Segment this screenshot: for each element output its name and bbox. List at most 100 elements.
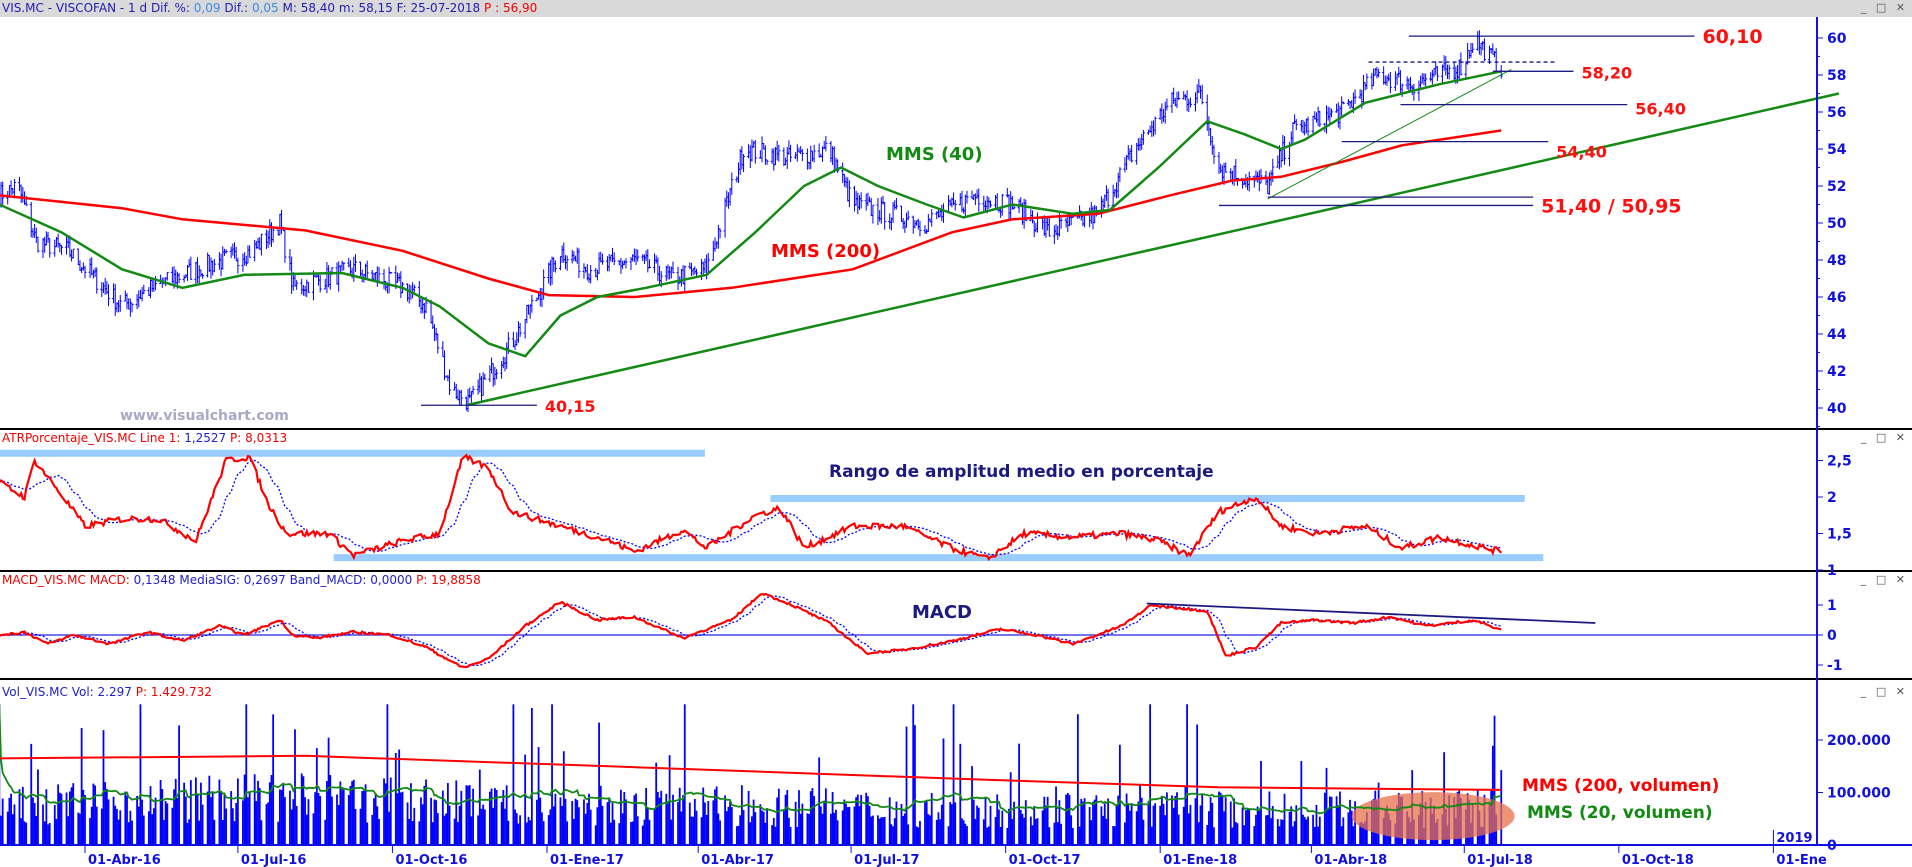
- window-buttons-macd[interactable]: _ □ ✕: [1860, 573, 1908, 586]
- volume-bar: [1162, 803, 1165, 845]
- ohlc-bar: [883, 201, 887, 230]
- volume-bar: [878, 818, 881, 845]
- ohlc-bar: [1230, 170, 1234, 185]
- ohlc-bar: [1372, 68, 1376, 87]
- ohlc-bar: [112, 283, 116, 304]
- ohlc-bar: [1419, 75, 1423, 89]
- ohlc-bar: [1257, 170, 1261, 192]
- vol-mms20-label: MMS (20, volumen): [1527, 803, 1713, 823]
- volume-bar: [1184, 785, 1187, 845]
- macd-label: MACD:: [89, 573, 130, 587]
- volume-bar: [1303, 816, 1306, 845]
- volume-bar: [267, 802, 270, 845]
- volume-bar: [692, 816, 695, 845]
- volume-bar: [230, 791, 233, 845]
- ohlc-bar: [1091, 206, 1095, 230]
- ohlc-bar: [1115, 182, 1119, 199]
- volume-bar: [131, 820, 133, 845]
- ohlc-bar: [1336, 102, 1340, 128]
- volume-bar: [55, 818, 58, 845]
- volume-bar: [1124, 822, 1126, 845]
- window-buttons-main[interactable]: _ □ ✕: [1860, 1, 1908, 14]
- ohlc-bar: [399, 271, 403, 299]
- ohlc-bar: [1279, 148, 1283, 168]
- volume-bar: [1362, 824, 1365, 845]
- volume-bar: [680, 811, 683, 845]
- volume-bar: [399, 792, 402, 845]
- ohlc-bar: [647, 259, 651, 269]
- volume-bar: [643, 819, 646, 845]
- ohlc-bar: [300, 278, 304, 295]
- volume-bar: [601, 805, 604, 845]
- ohlc-bar: [1210, 136, 1214, 155]
- ohlc-bar: [479, 376, 483, 403]
- window-buttons-atr[interactable]: _ □ ✕: [1860, 431, 1908, 444]
- volume-bar: [1065, 794, 1068, 845]
- window-buttons-vol[interactable]: _ □ ✕: [1860, 685, 1908, 698]
- atr-line: [0, 453, 1503, 562]
- volume-bar: [1241, 807, 1244, 845]
- ohlc-bar: [11, 187, 15, 195]
- volume-bar: [796, 827, 799, 845]
- ohlc-bar: [1293, 114, 1297, 124]
- ohlc-bar: [624, 258, 628, 269]
- volume-bar: [772, 817, 775, 845]
- volume-bar: [942, 738, 945, 845]
- macd-name: MACD_VIS.MC: [2, 573, 86, 587]
- ohlc-bar: [1083, 214, 1087, 228]
- ohlc-bar: [1059, 217, 1063, 229]
- volume-bar: [529, 820, 532, 845]
- ohlc-bar: [436, 333, 440, 354]
- volume-bar: [786, 790, 789, 845]
- ohlc-bar: [752, 141, 756, 148]
- volume-bar: [257, 780, 259, 845]
- ohlc-bar: [597, 252, 601, 274]
- volume-bar: [1053, 822, 1056, 845]
- ohlc-bar: [528, 304, 532, 319]
- ohlc-bar: [325, 261, 329, 294]
- ohlc-bar: [785, 147, 789, 170]
- volume-bar: [843, 799, 846, 845]
- volume-bar: [1176, 792, 1178, 845]
- volume-bar: [776, 797, 779, 845]
- volume-bar: [1021, 813, 1024, 845]
- ohlc-bar: [1182, 91, 1186, 100]
- volume-bar: [1218, 791, 1220, 845]
- volume-bar: [1130, 803, 1133, 845]
- ohlc-bar: [758, 150, 762, 159]
- ohlc-bar: [347, 257, 351, 268]
- volume-bar: [1149, 704, 1152, 845]
- volume-bar: [1001, 810, 1004, 845]
- ohlc-bar: [1430, 69, 1434, 85]
- volume-bar: [705, 814, 708, 845]
- volume-bar: [539, 797, 542, 845]
- ohlc-bar: [1283, 136, 1287, 165]
- volume-bar: [1177, 814, 1180, 845]
- ohlc-bar: [1032, 220, 1036, 238]
- volume-bar: [1171, 795, 1173, 845]
- ohlc-bar: [829, 140, 833, 163]
- volume-bar: [725, 811, 728, 845]
- volume-bar: [304, 797, 306, 845]
- volume-bar: [194, 777, 197, 845]
- volume-bar: [893, 818, 896, 845]
- volume-bar: [1223, 811, 1225, 845]
- ohlc-bar: [1291, 122, 1295, 146]
- macd-value: 0,1348: [133, 573, 176, 587]
- ohlc-bar: [1358, 89, 1362, 99]
- ohlc-bar: [787, 140, 791, 155]
- volume-bar: [749, 822, 752, 845]
- volume-bar: [1325, 767, 1328, 845]
- ohlc-bar: [810, 150, 814, 162]
- volume-bar: [892, 826, 894, 845]
- volume-bar: [937, 812, 940, 845]
- volume-bar: [178, 725, 180, 845]
- volume-bar: [420, 797, 422, 845]
- volume-bar: [609, 822, 612, 845]
- ohlc-bar: [511, 331, 515, 348]
- ohlc-bar: [318, 274, 322, 293]
- atr-tick-label: 2: [1827, 490, 1837, 506]
- ohlc-bar: [12, 179, 16, 199]
- volume-bar: [42, 804, 44, 845]
- volume-bar: [126, 795, 128, 845]
